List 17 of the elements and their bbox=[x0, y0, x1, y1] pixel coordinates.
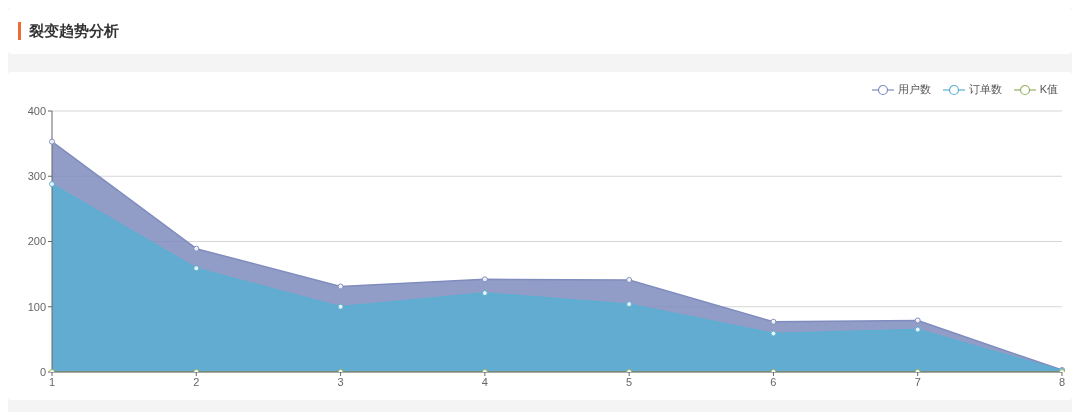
x-tick-label: 5 bbox=[626, 375, 633, 388]
x-tick-label: 1 bbox=[48, 375, 56, 388]
y-tick-label: 200 bbox=[27, 235, 46, 248]
x-tick-label: 7 bbox=[914, 375, 921, 388]
legend-label: 订单数 bbox=[968, 82, 1002, 97]
legend-label: K值 bbox=[1039, 82, 1058, 97]
legend-label: 用户数 bbox=[897, 82, 931, 97]
y-tick-label: 100 bbox=[27, 300, 46, 313]
y-tick-label: 400 bbox=[27, 104, 46, 117]
x-tick-label: 3 bbox=[337, 375, 344, 388]
chart-title: 裂变趋势分析 bbox=[29, 21, 119, 41]
x-tick-label: 4 bbox=[481, 375, 488, 388]
y-tick-label: 300 bbox=[27, 170, 46, 183]
y-tick-label: 0 bbox=[39, 365, 46, 378]
x-tick-label: 8 bbox=[1058, 375, 1066, 388]
x-tick-label: 6 bbox=[770, 375, 777, 388]
x-tick-label: 2 bbox=[193, 375, 200, 388]
